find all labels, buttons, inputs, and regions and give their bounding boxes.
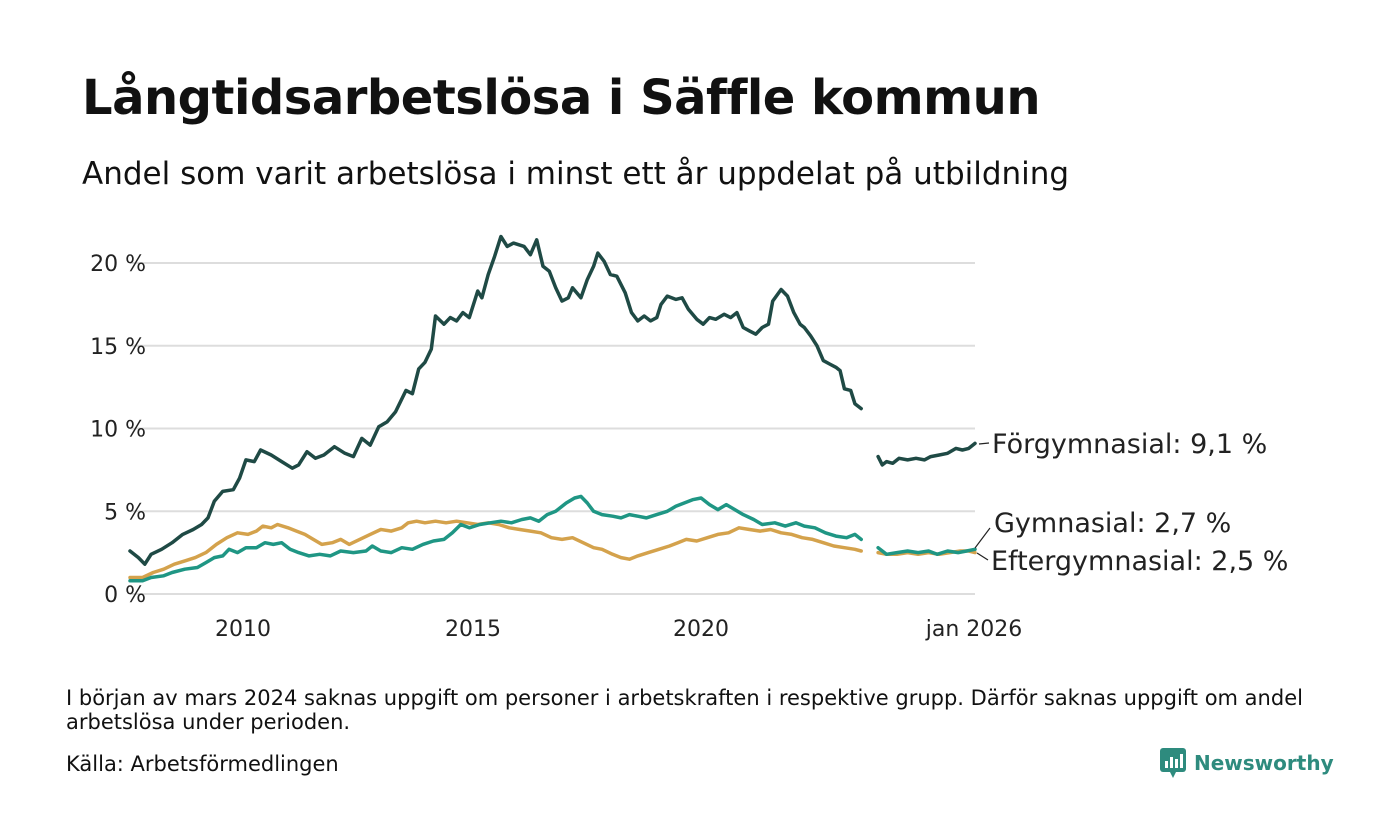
label-leader-line	[976, 552, 989, 561]
brand-logo[interactable]: Newsworthy	[1160, 748, 1334, 778]
x-axis: 2010 2015 2020 jan 2026	[215, 617, 1022, 642]
newsworthy-logo-icon	[1160, 748, 1186, 778]
x-tick-label: 2015	[445, 617, 501, 642]
x-tick-label: 2010	[215, 617, 271, 642]
x-tick-label: jan 2026	[925, 617, 1023, 642]
footnote: I början av mars 2024 saknas uppgift om …	[66, 686, 1303, 734]
series-layer	[128, 234, 977, 583]
x-tick-label: 2020	[673, 617, 729, 642]
series-line-förgymnasial-after-gap	[876, 441, 977, 467]
series-line-gymnasial	[128, 494, 863, 583]
series-label-gymnasial: Gymnasial: 2,7 %	[994, 508, 1231, 539]
label-leader-line	[978, 442, 990, 445]
series-label-eftergymnasial: Eftergymnasial: 2,5 %	[991, 546, 1288, 577]
grid-layer	[130, 262, 975, 595]
y-tick-label: 15 %	[90, 335, 146, 360]
y-tick-label: 10 %	[90, 418, 146, 443]
y-tick-label: 5 %	[104, 500, 146, 525]
brand-name: Newsworthy	[1194, 751, 1334, 775]
y-tick-label: 20 %	[90, 252, 146, 277]
series-line-gymnasial-after-gap	[876, 545, 977, 557]
chart-title: Långtidsarbetslösa i Säffle kommun	[82, 70, 1041, 126]
series-label-förgymnasial: Förgymnasial: 9,1 %	[992, 429, 1267, 460]
chart-subtitle: Andel som varit arbetslösa i minst ett å…	[82, 156, 1070, 192]
source-credit: Källa: Arbetsförmedlingen	[66, 752, 339, 776]
series-line-förgymnasial	[128, 234, 863, 566]
series-labels: Förgymnasial: 9,1 % Gymnasial: 2,7 % Efter…	[974, 429, 1288, 577]
y-axis: 0 % 5 % 10 % 15 % 20 %	[90, 252, 146, 608]
line-chart: 0 %5 %10 %15 %20 % 2010 2015 2020 jan 2026 …	[90, 234, 1288, 642]
label-leader-line	[974, 527, 991, 549]
y-tick-label: 0 %	[104, 583, 146, 608]
